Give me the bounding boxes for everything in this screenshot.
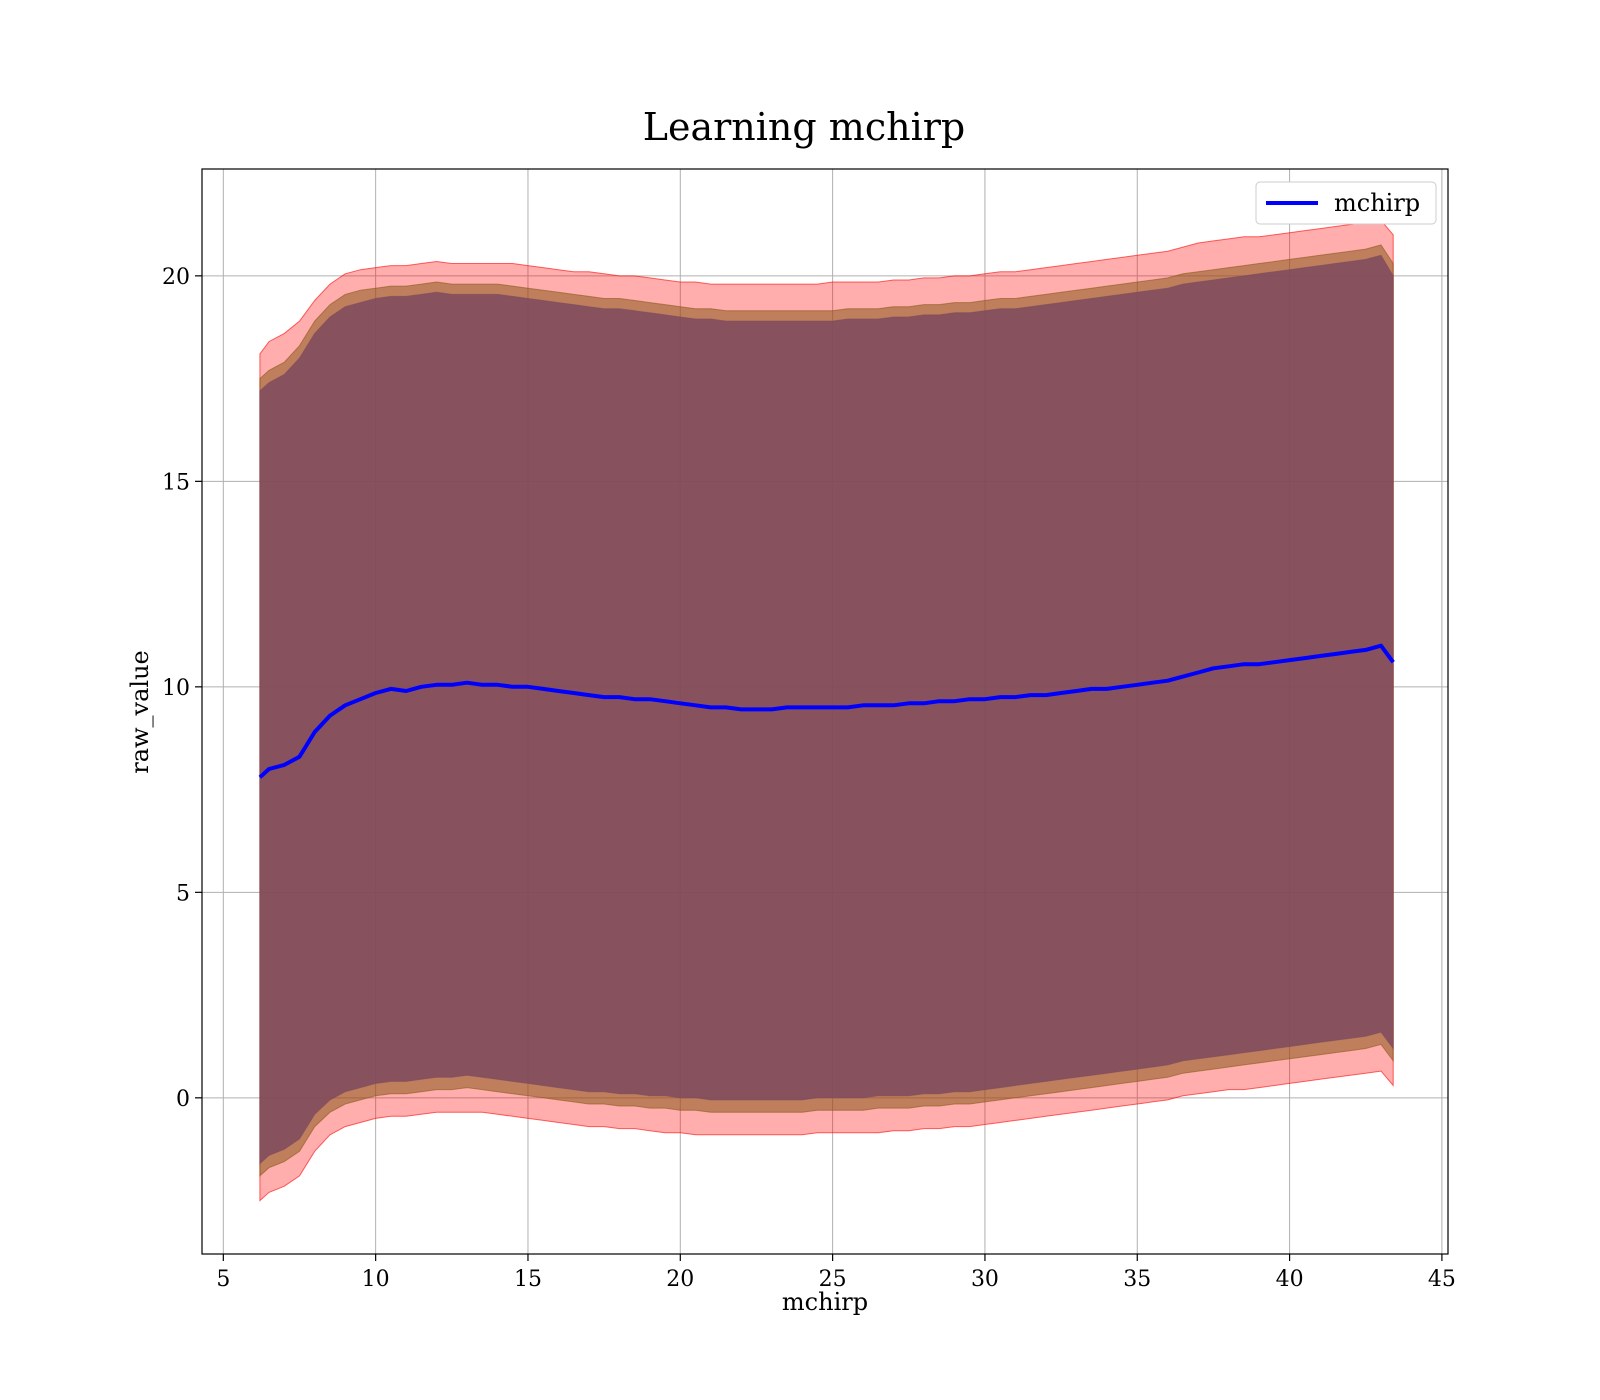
x-tick-label: 10 [362, 1267, 390, 1292]
x-tick-label: 15 [514, 1267, 542, 1292]
tick-layer: 5 10 15 20 25 30 35 40 45 0 5 10 15 20 [162, 265, 1456, 1292]
x-tick-label: 45 [1428, 1267, 1456, 1292]
x-tick-label: 35 [1123, 1267, 1151, 1292]
x-axis-title: mchirp [782, 1288, 868, 1316]
legend-box [1255, 181, 1437, 225]
y-tick-label: 10 [162, 676, 190, 701]
plot-frame [201, 168, 1449, 1255]
legend-label-mchirp: mchirp [1334, 189, 1420, 217]
y-tick-label: 15 [162, 470, 190, 495]
legend: mchirp [1255, 181, 1437, 225]
y-axis-title: raw_value [126, 650, 154, 774]
band-layer [259, 219, 1394, 1202]
confidence-band-3 [259, 254, 1394, 1165]
x-tick-label: 20 [666, 1267, 694, 1292]
line-layer [258, 643, 1395, 779]
x-tick-label: 30 [971, 1267, 999, 1292]
chart-title: Learning mchirp [643, 105, 965, 149]
y-tick-label: 20 [162, 265, 190, 290]
y-tick-label: 0 [176, 1087, 190, 1112]
x-tick-label: 40 [1276, 1267, 1304, 1292]
y-tick-label: 5 [176, 881, 190, 906]
series-line-mchirp [258, 643, 1395, 779]
x-tick-label: 5 [216, 1267, 230, 1292]
x-tick-label: 25 [819, 1267, 847, 1292]
